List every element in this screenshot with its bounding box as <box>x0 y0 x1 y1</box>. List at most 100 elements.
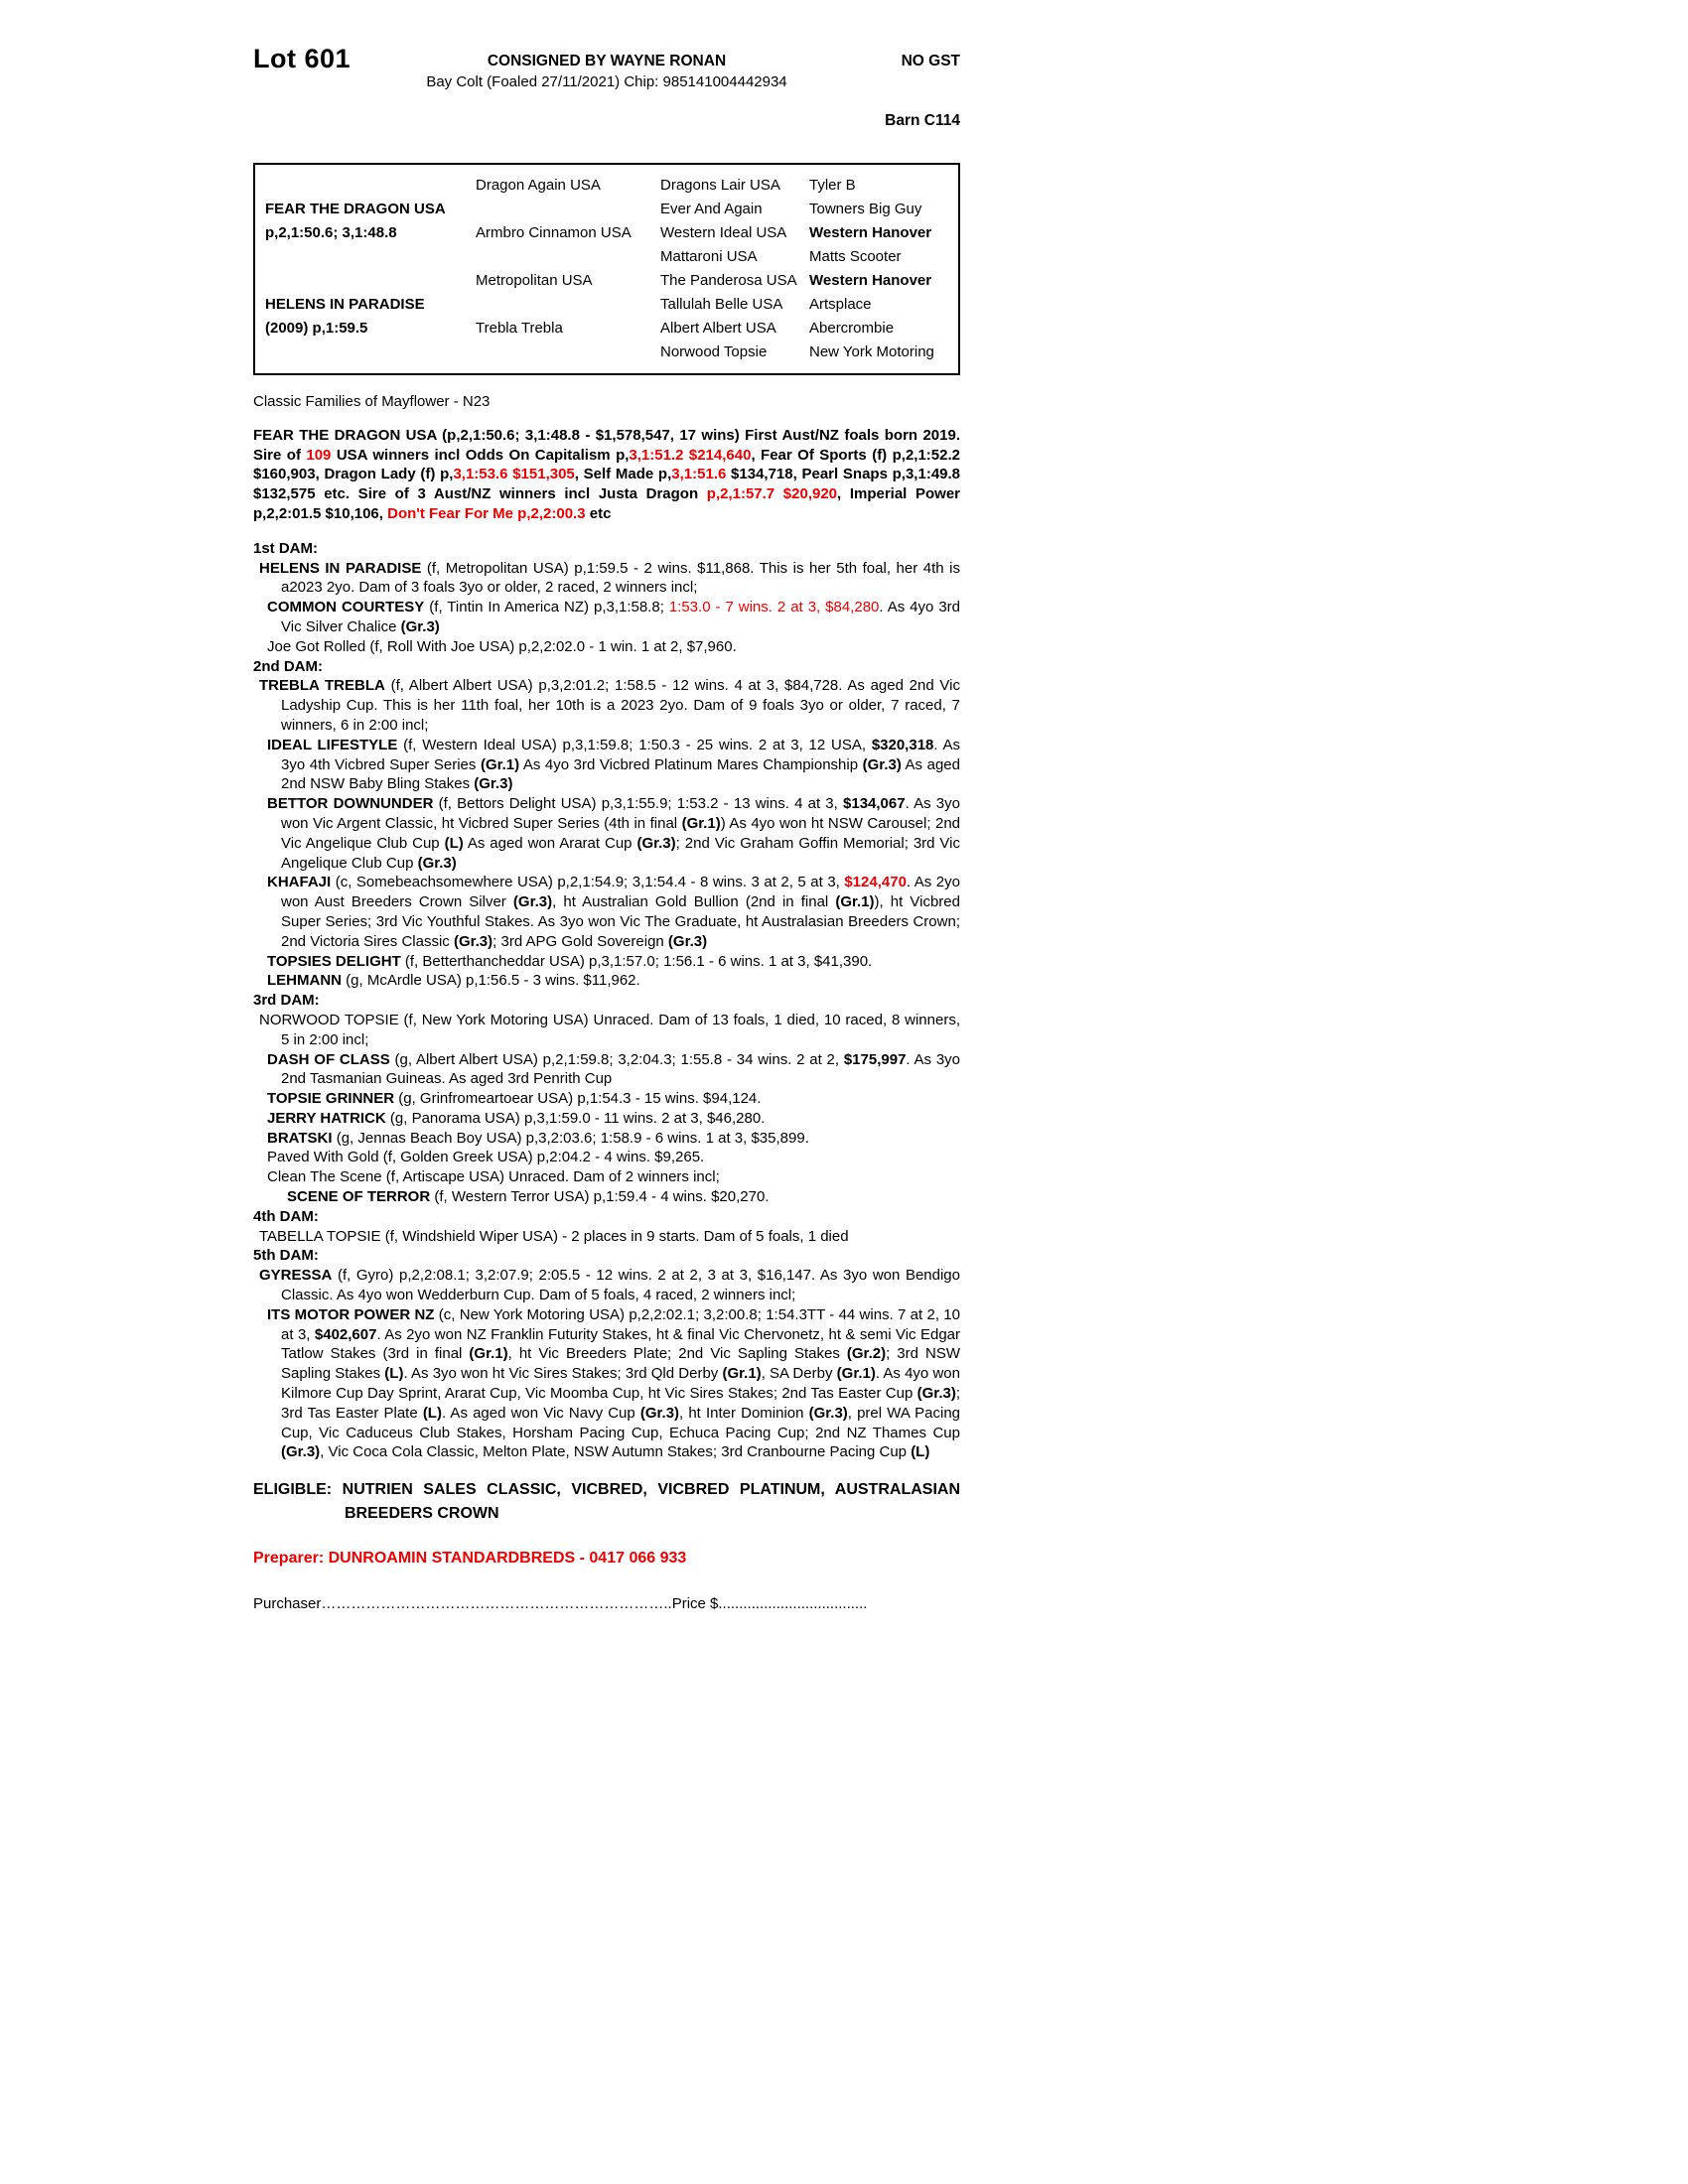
text-run: TREBLA TREBLA <box>259 677 385 695</box>
text-run: $320,318 <box>871 736 934 753</box>
text-run: (f, Gyro) p,2,2:08.1; 3,2:07.9; 2:05.5 -… <box>281 1267 960 1304</box>
barn-number: Barn C114 <box>885 112 960 129</box>
text-run: Joe Got Rolled (f, Roll With Joe USA) p,… <box>267 637 737 655</box>
pedigree-gen3-parent: Abercrombie <box>809 320 895 337</box>
text-run: (f, Western Terror USA) p,1:59.4 - 4 win… <box>430 1188 770 1206</box>
dam-section-label: 2nd DAM: <box>253 657 323 675</box>
text-run: (c, Somebeachsomewhere USA) p,2,1:54.9; … <box>331 874 845 891</box>
text-run: (L) <box>384 1365 404 1383</box>
text-run: . As 2yo won Aust Breeders Crown Silver <box>281 874 960 911</box>
text-run: ITS MOTOR POWER NZ <box>267 1305 435 1323</box>
text-run: (Gr.3) <box>639 1404 680 1422</box>
text-run: JERRY HATRICK <box>267 1109 386 1127</box>
text-run: SCENE OF TERROR <box>287 1188 431 1206</box>
dam-section-label: 1st DAM: <box>253 539 319 557</box>
lot-number: Lot 601 <box>253 44 352 73</box>
pedigree-gen2-cell: Dragon Again USA <box>476 177 601 194</box>
pedigree-table: Dragon Again USA Dragons Lair USA Tyler B F… <box>253 163 960 375</box>
pedigree-entry: NORWOOD TOPSIE (f, New York Motoring USA… <box>253 1011 960 1050</box>
pedigree-entry: HELENS IN PARADISE (f, Metropolitan USA)… <box>253 559 960 599</box>
text-run: COMMON COURTESY <box>267 599 425 616</box>
pedigree-entry: TOPSIE GRINNER (g, Grinfromeartoear USA)… <box>253 1089 960 1109</box>
text-run: , ht Inter Dominion <box>679 1404 809 1422</box>
text-run: (Gr.3) <box>417 854 457 872</box>
text-run: . As 4yo won Kilmore Cup Day Sprint, Ara… <box>281 1365 960 1403</box>
text-run: As aged won Ararat Cup <box>463 834 637 852</box>
text-run: (Gr.1) <box>480 755 520 773</box>
text-run: , Self Made p, <box>574 466 672 483</box>
text-run: (Gr.3) <box>916 1385 956 1403</box>
pedigree-gen3-name: Mattaroni USA <box>660 248 758 265</box>
text-run: (f, Tintin In America NZ) p,3,1:58.8; <box>424 599 669 616</box>
pedigree-entry: JERRY HATRICK (g, Panorama USA) p,3,1:59… <box>253 1109 960 1129</box>
text-run: (Gr.1) <box>836 1365 876 1383</box>
text-run: BRATSKI <box>267 1129 333 1147</box>
pedigree-gen2-cell: Metropolitan USA <box>476 272 593 289</box>
text-run: HELENS IN PARADISE <box>259 559 422 577</box>
text-run: ; 3rd NSW Sapling Stakes <box>281 1345 960 1383</box>
text-run: (Gr.3) <box>862 755 902 773</box>
text-run: (Gr.1) <box>835 893 875 911</box>
text-run: , Vic Coca Cola Classic, Melton Plate, N… <box>320 1443 912 1461</box>
consignor-line: CONSIGNED BY WAYNE RONAN <box>487 53 727 69</box>
pedigree-gen2-cell: Trebla Trebla <box>476 320 563 337</box>
pedigree-entry: GYRESSA (f, Gyro) p,2,2:08.1; 3,2:07.9; … <box>253 1266 960 1305</box>
pedigree-gen1-cell: p,2,1:50.6; 3,1:48.8 <box>265 224 397 241</box>
pedigree-entry: SCENE OF TERROR (f, Western Terror USA) … <box>253 1187 960 1207</box>
text-run: . As 3yo won ht Vic Sires Stakes; 3rd Ql… <box>403 1365 723 1383</box>
pedigree-gen3-name: Albert Albert USA <box>660 320 776 337</box>
text-run: Clean The Scene (f, Artiscape USA) Unrac… <box>267 1168 720 1186</box>
text-run: $402,607 <box>314 1325 377 1343</box>
preparer-line: Preparer: DUNROAMIN STANDARDBREDS - 0417… <box>253 1550 687 1568</box>
gst-status: NO GST <box>901 53 960 69</box>
text-run: ; 3rd APG Gold Sovereign <box>492 932 668 950</box>
pedigree-gen3-name: Norwood Topsie <box>660 343 768 360</box>
pedigree-entry: COMMON COURTESY (f, Tintin In America NZ… <box>253 598 960 637</box>
text-run: (Gr.1) <box>722 1365 762 1383</box>
pedigree-entry: TABELLA TOPSIE (f, Windshield Wiper USA)… <box>253 1227 960 1247</box>
pedigree-entry: BRATSKI (g, Jennas Beach Boy USA) p,3,2:… <box>253 1129 960 1149</box>
text-run: (Gr.3) <box>808 1404 848 1422</box>
text-run: p,2,1:57.7 $20,920 <box>706 485 838 503</box>
text-run: (g, Jennas Beach Boy USA) p,3,2:03.6; 1:… <box>332 1129 809 1147</box>
pedigree-gen3-name: Dragons Lair USA <box>660 177 780 194</box>
text-run: ) As 4yo won ht NSW Carousel; 2nd Vic An… <box>281 814 961 852</box>
pedigree-gen1-cell <box>265 245 476 269</box>
pedigree-entry: BETTOR DOWNUNDER (f, Bettors Delight USA… <box>253 794 960 873</box>
pedigree-entry: KHAFAJI (c, Somebeachsomewhere USA) p,2,… <box>253 873 960 951</box>
text-run: As 4yo 3rd Vicbred Platinum Mares Champi… <box>519 755 863 773</box>
pedigree-gen3-parent: Western Hanover <box>809 224 932 241</box>
text-run: ; 2nd Vic Graham Goffin Memorial; 3rd Vi… <box>281 834 960 872</box>
text-run: As aged 2nd NSW Baby Bling Stakes <box>281 755 960 793</box>
text-run: (f, Western Ideal USA) p,3,1:59.8; 1:50.… <box>397 736 872 753</box>
text-run: NORWOOD TOPSIE (f, New York Motoring USA… <box>259 1011 960 1048</box>
dam-sections: 1st DAM: HELENS IN PARADISE (f, Metropoli… <box>253 539 960 1462</box>
text-run: $124,470 <box>844 874 907 891</box>
pedigree-gen1-cell <box>265 174 476 198</box>
text-run: KHAFAJI <box>267 874 332 891</box>
text-run: (Gr.3) <box>512 893 553 911</box>
text-run: (Gr.3) <box>400 617 440 635</box>
pedigree-gen1-cell <box>265 269 476 293</box>
pedigree-gen2-cell <box>476 293 660 317</box>
pedigree-gen3-parent: Towners Big Guy <box>809 201 922 217</box>
text-run: . As aged won Vic Navy Cup <box>441 1404 640 1422</box>
text-run: BETTOR DOWNUNDER <box>267 795 434 813</box>
pedigree-gen3-name: Western Ideal USA <box>660 224 787 241</box>
pedigree-gen3-parent: Matts Scooter <box>809 248 902 265</box>
pedigree-gen2-cell <box>476 198 660 221</box>
text-run: (L) <box>422 1404 442 1422</box>
text-run: ELIGIBLE: NUTRIEN SALES CLASSIC, VICBRED… <box>253 1481 960 1523</box>
text-run: TOPSIE GRINNER <box>267 1090 395 1108</box>
pedigree-gen3-name: The Panderosa USA <box>660 272 797 289</box>
foaling-line: Bay Colt (Foaled 27/11/2021) Chip: 98514… <box>426 73 787 90</box>
pedigree-entry: Joe Got Rolled (f, Roll With Joe USA) p,… <box>253 637 960 657</box>
text-run: ), ht Vicbred Super Series; 3rd Vic Yout… <box>281 893 960 950</box>
text-run: (Gr.3) <box>667 932 708 950</box>
text-run: (Gr.2) <box>846 1345 887 1363</box>
text-run: Don't Fear For Me p,2,2:00.3 <box>387 504 586 522</box>
header: Lot 601 CONSIGNED BY WAYNE RONAN NO GST … <box>253 40 960 139</box>
pedigree-gen1-cell: FEAR THE DRAGON USA <box>265 201 446 217</box>
pedigree-gen1-cell: (2009) p,1:59.5 <box>265 320 368 337</box>
text-run: 109 <box>306 446 332 464</box>
